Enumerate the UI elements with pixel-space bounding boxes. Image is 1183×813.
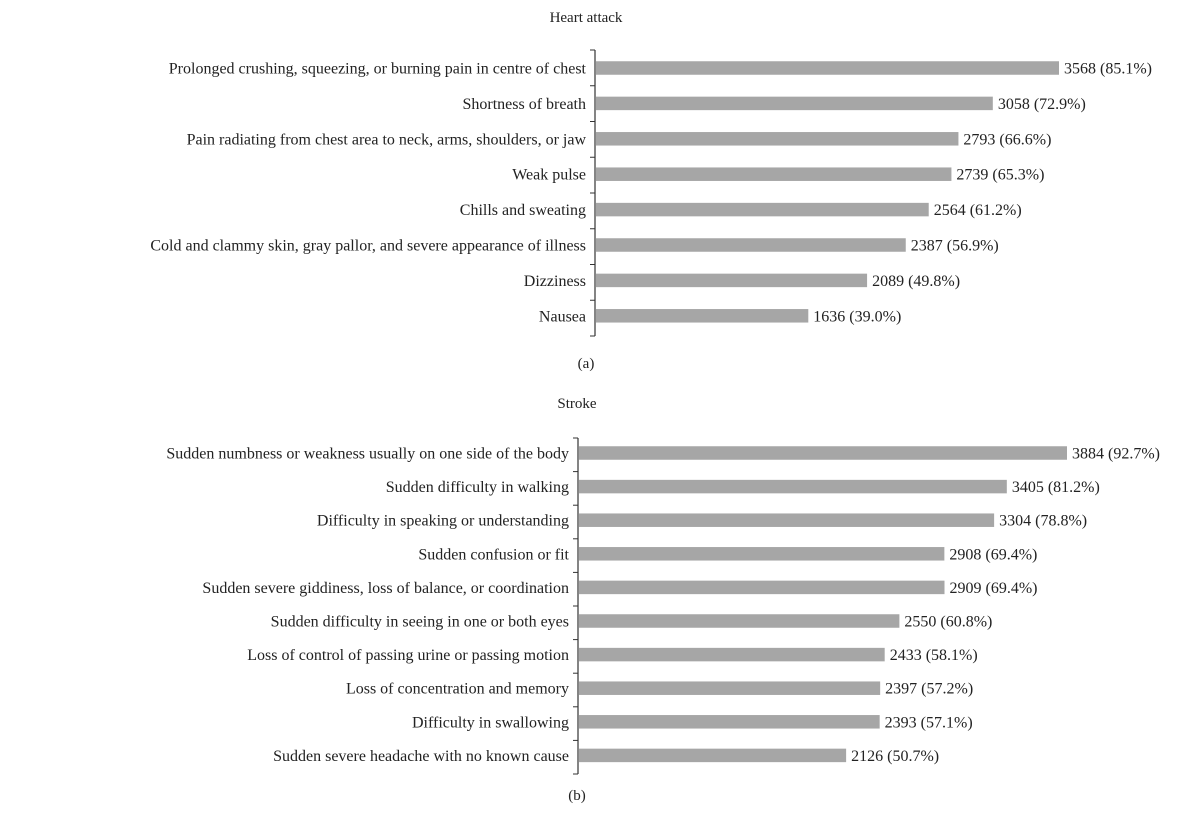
chart-panel-1: Heart attack Prolonged crushing, squeezin…: [150, 10, 1152, 372]
bar: [579, 614, 900, 628]
data-label: 3058 (72.9%): [998, 96, 1086, 113]
bar: [579, 479, 1007, 494]
data-label: 3405 (81.2%): [1012, 479, 1100, 496]
category-label: Dizziness: [524, 273, 586, 290]
bar: [596, 61, 1059, 75]
data-label: 2126 (50.7%): [851, 748, 939, 765]
bar: [579, 715, 880, 729]
bar: [579, 748, 847, 763]
bar: [596, 132, 959, 146]
panel-label: (b): [568, 788, 586, 804]
data-label: 2089 (49.8%): [872, 273, 960, 290]
category-label: Sudden numbness or weakness usually on o…: [166, 446, 569, 463]
category-label: Loss of concentration and memory: [346, 681, 569, 698]
chart-title: Stroke: [557, 396, 597, 412]
category-label: Sudden severe headache with no known cau…: [273, 748, 569, 765]
category-label: Prolonged crushing, squeezing, or burnin…: [169, 61, 587, 78]
bar: [596, 273, 868, 288]
bar: [579, 513, 995, 527]
category-label: Difficulty in speaking or understanding: [317, 513, 569, 530]
data-label: 2564 (61.2%): [934, 202, 1022, 219]
category-label: Nausea: [539, 308, 586, 325]
bar: [579, 681, 881, 695]
panel-label: (a): [578, 356, 595, 372]
data-label: 2387 (56.9%): [911, 238, 999, 255]
bar: [596, 202, 929, 217]
bar: [596, 309, 809, 323]
category-label: Chills and sweating: [460, 202, 586, 219]
data-label: 2393 (57.1%): [885, 714, 973, 731]
category-label: Pain radiating from chest area to neck, …: [187, 131, 587, 148]
data-label: 2739 (65.3%): [956, 167, 1044, 184]
category-label: Sudden difficulty in walking: [386, 479, 569, 496]
category-label: Sudden severe giddiness, loss of balance…: [202, 580, 569, 597]
category-label: Shortness of breath: [462, 96, 586, 113]
bar: [579, 446, 1067, 460]
bar: [596, 167, 952, 181]
data-label: 3304 (78.8%): [999, 513, 1087, 530]
chart-title: Heart attack: [550, 10, 623, 26]
category-label: Loss of control of passing urine or pass…: [247, 647, 569, 664]
category-label: Sudden difficulty in seeing in one or bo…: [271, 614, 569, 631]
category-label: Weak pulse: [512, 167, 586, 184]
data-label: 2397 (57.2%): [885, 681, 973, 698]
bar: [579, 580, 945, 595]
data-label: 2909 (69.4%): [949, 580, 1037, 597]
bar: [579, 647, 885, 662]
data-label: 2550 (60.8%): [904, 614, 992, 631]
category-label: Sudden confusion or fit: [418, 546, 569, 563]
data-label: 3568 (85.1%): [1064, 61, 1152, 78]
category-label: Cold and clammy skin, gray pallor, and s…: [150, 238, 586, 255]
data-label: 2908 (69.4%): [949, 546, 1037, 563]
bar: [596, 96, 993, 111]
category-label: Difficulty in swallowing: [412, 714, 569, 731]
bar: [579, 547, 945, 561]
bar: [596, 238, 906, 252]
data-label: 3884 (92.7%): [1072, 446, 1160, 463]
data-label: 1636 (39.0%): [813, 308, 901, 325]
data-label: 2433 (58.1%): [890, 647, 978, 664]
chart-panel-2: Stroke Sudden numbness or weakness usuall…: [166, 396, 1160, 804]
data-label: 2793 (66.6%): [963, 131, 1051, 148]
